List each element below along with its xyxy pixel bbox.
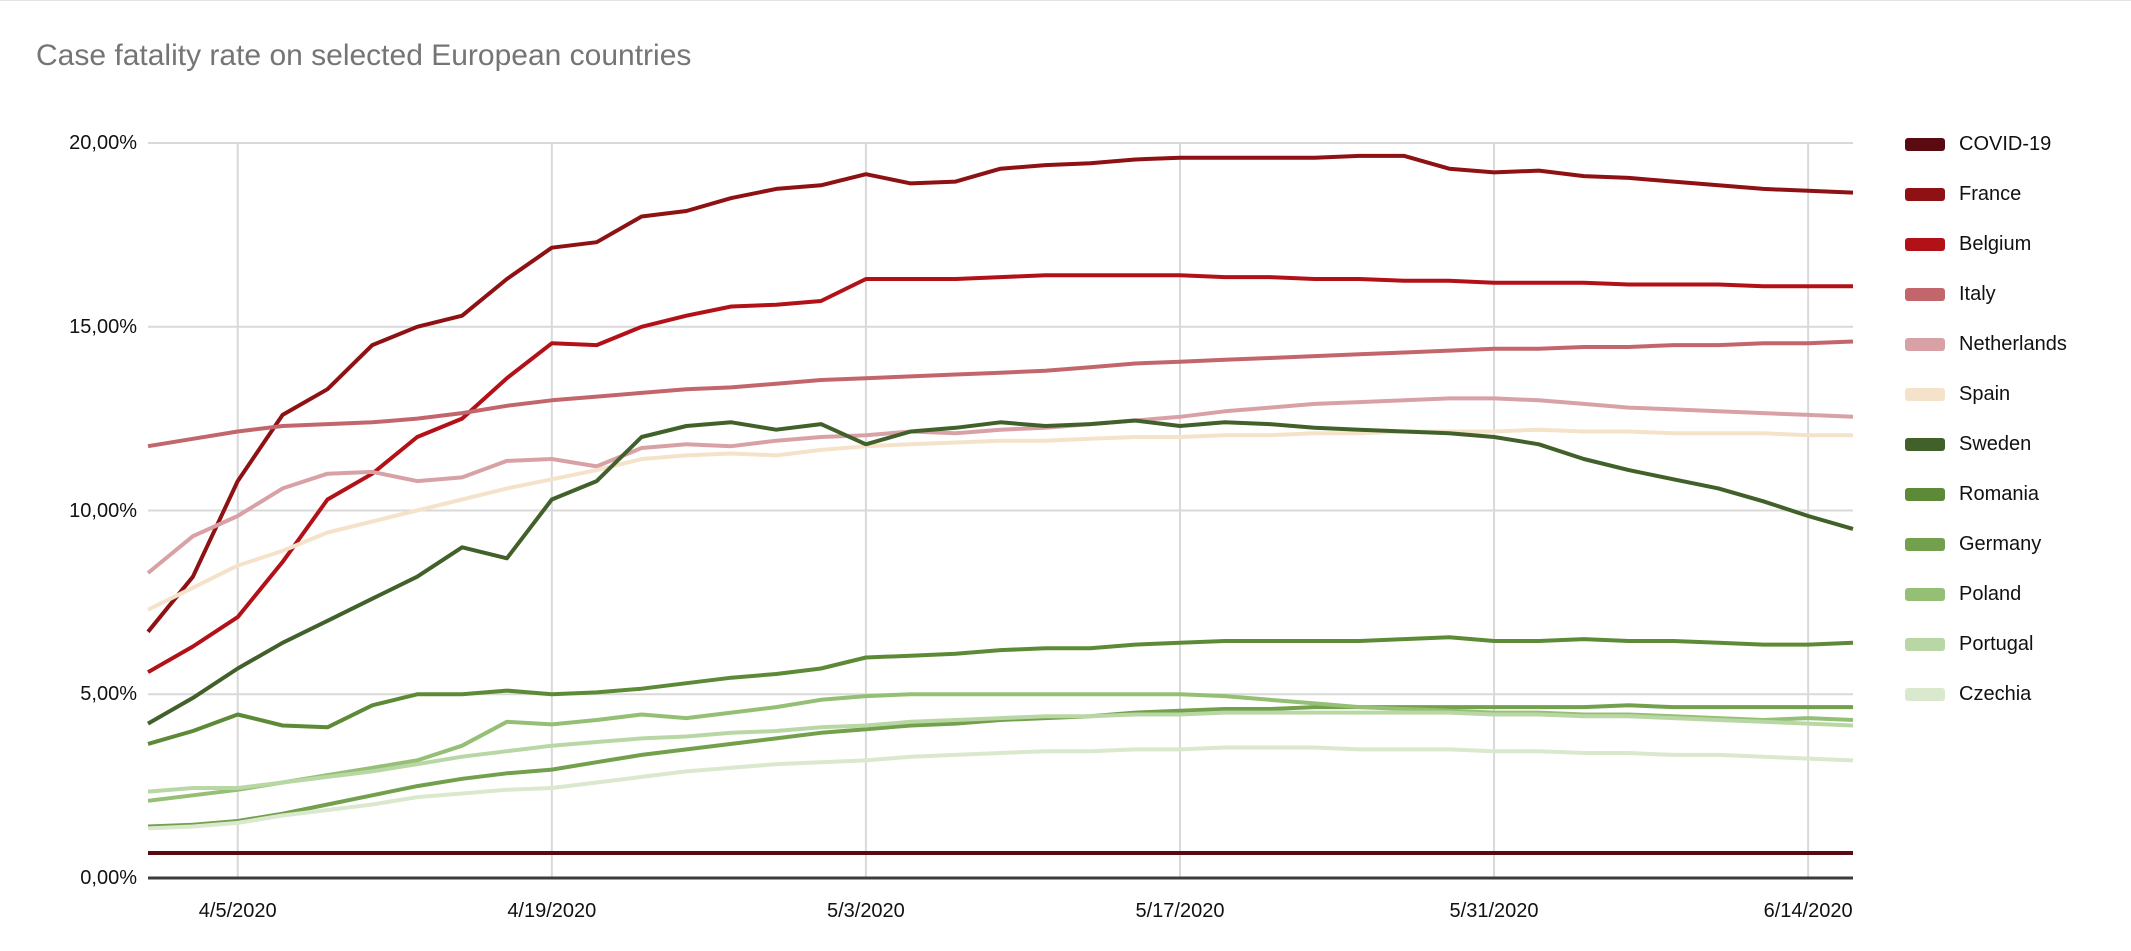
legend-swatch-italy-icon bbox=[1905, 288, 1945, 301]
series-line-sweden bbox=[147, 418, 1854, 726]
legend-label: Germany bbox=[1959, 533, 2042, 555]
legend-swatch-czechia-icon bbox=[1905, 688, 1945, 701]
legend-swatch-germany-icon bbox=[1905, 538, 1945, 551]
y-axis-tick-label: 15,00% bbox=[69, 315, 137, 338]
legend-label: COVID-19 bbox=[1959, 133, 2052, 155]
chart-title: Case fatality rate on selected European … bbox=[36, 39, 692, 72]
legend-label: Poland bbox=[1959, 583, 2022, 605]
series-line-spain bbox=[147, 427, 1853, 612]
series-line-netherlands bbox=[146, 396, 1854, 575]
legend-label: Sweden bbox=[1959, 433, 2032, 455]
y-axis-tick-label: 5,00% bbox=[80, 683, 137, 706]
y-axis-tick-label: 10,00% bbox=[69, 499, 137, 522]
legend-swatch-romania-icon bbox=[1905, 488, 1945, 501]
series-line-poland bbox=[147, 692, 1854, 803]
series-line-portugal bbox=[147, 710, 1854, 794]
legend-label: Czechia bbox=[1959, 683, 2032, 705]
legend-swatch-france-icon bbox=[1905, 188, 1945, 201]
legend-swatch-covid-19-icon bbox=[1905, 138, 1945, 151]
series-line-romania bbox=[147, 635, 1854, 746]
legend-swatch-spain-icon bbox=[1905, 388, 1945, 401]
legend-label: Portugal bbox=[1959, 633, 2034, 655]
x-axis-tick-label: 5/31/2020 bbox=[1449, 900, 1539, 922]
x-axis-tick-label: 6/14/2020 bbox=[1763, 900, 1853, 922]
line-chart-plot-area bbox=[146, 142, 1854, 880]
legend-label: France bbox=[1959, 183, 2022, 205]
legend-swatch-netherlands-icon bbox=[1905, 338, 1945, 351]
legend-swatch-poland-icon bbox=[1905, 588, 1945, 601]
x-axis-tick-label: 4/19/2020 bbox=[507, 900, 597, 922]
x-axis-tick-label: 5/17/2020 bbox=[1135, 900, 1225, 922]
x-axis-tick-label: 4/5/2020 bbox=[198, 900, 277, 922]
legend-swatch-belgium-icon bbox=[1905, 238, 1945, 251]
legend-label: Italy bbox=[1959, 283, 1996, 305]
series-line-italy bbox=[147, 339, 1854, 449]
x-axis-tick-label: 5/3/2020 bbox=[826, 900, 905, 922]
legend-swatch-sweden-icon bbox=[1905, 438, 1945, 451]
series-line-czechia bbox=[147, 745, 1854, 831]
legend-swatch-portugal-icon bbox=[1905, 638, 1945, 651]
y-axis-tick-label: 0,00% bbox=[80, 867, 137, 889]
legend-label: Belgium bbox=[1959, 233, 2032, 255]
legend-label: Romania bbox=[1959, 483, 2040, 505]
legend-label: Spain bbox=[1959, 383, 2011, 405]
y-axis-tick-label: 20,00% bbox=[69, 132, 137, 154]
series-line-belgium bbox=[147, 273, 1853, 674]
series-line-france bbox=[146, 153, 1854, 634]
legend-label: Netherlands bbox=[1959, 333, 2067, 355]
